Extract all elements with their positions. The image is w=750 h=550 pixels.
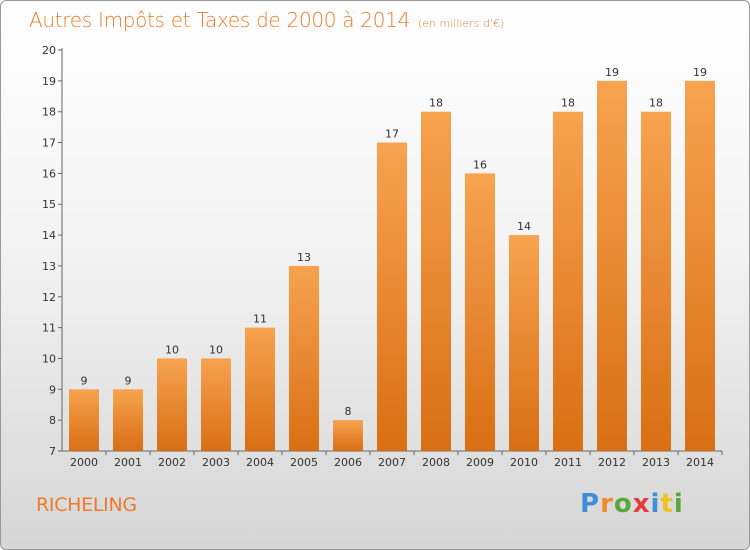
bar — [685, 80, 715, 451]
chart-title: Autres Impôts et Taxes de 2000 à 2014 (en… — [29, 8, 504, 32]
x-tick-label: 2004 — [246, 456, 274, 469]
data-label: 10 — [209, 343, 223, 356]
y-tick-label: 15 — [42, 198, 56, 211]
x-tick-label: 2001 — [114, 456, 142, 469]
bar — [421, 111, 451, 451]
data-label: 18 — [561, 97, 575, 110]
x-tick-label: 2012 — [598, 456, 626, 469]
logo-letter: t — [660, 489, 674, 519]
x-tick-label: 2013 — [642, 456, 670, 469]
data-label: 13 — [297, 251, 311, 264]
x-tick-label: 2006 — [334, 456, 362, 469]
bar — [333, 420, 363, 451]
x-tick-label: 2002 — [158, 456, 186, 469]
logo-letter: x — [632, 489, 651, 519]
y-tick-label: 9 — [49, 383, 56, 396]
logo-letter: P — [580, 489, 601, 519]
data-label: 11 — [253, 313, 267, 326]
y-tick-label: 7 — [49, 445, 56, 458]
bar — [201, 358, 231, 451]
data-label: 18 — [429, 97, 443, 110]
y-tick-label: 20 — [42, 44, 56, 57]
bar — [597, 80, 627, 451]
data-label: 18 — [649, 97, 663, 110]
bar — [113, 389, 143, 451]
y-tick-label: 19 — [42, 75, 56, 88]
x-tick-label: 2005 — [290, 456, 318, 469]
chart-title-text: Autres Impôts et Taxes de 2000 à 2014 — [29, 8, 410, 32]
logo-letter: o — [613, 489, 633, 519]
bar — [509, 235, 539, 451]
chart-unit-note: (en milliers d'€) — [418, 17, 505, 30]
bar — [245, 327, 275, 451]
y-tick-label: 11 — [42, 322, 56, 335]
x-tick-label: 2003 — [202, 456, 230, 469]
x-tick-label: 2011 — [554, 456, 582, 469]
data-label: 14 — [517, 220, 531, 233]
bar — [377, 142, 407, 452]
bar — [553, 111, 583, 451]
logo-letter: i — [650, 489, 661, 519]
x-tick-label: 2010 — [510, 456, 538, 469]
x-tick-label: 2014 — [686, 456, 714, 469]
location-name: RICHELING — [36, 494, 137, 516]
y-tick-label: 18 — [42, 106, 56, 119]
y-tick-label: 17 — [42, 137, 56, 150]
data-label: 9 — [81, 374, 88, 387]
y-tick-label: 10 — [42, 352, 56, 365]
data-label: 9 — [125, 374, 132, 387]
y-tick-label: 8 — [49, 414, 56, 427]
x-tick-label: 2007 — [378, 456, 406, 469]
y-tick-label: 16 — [42, 167, 56, 180]
y-tick-label: 12 — [42, 291, 56, 304]
data-label: 10 — [165, 343, 179, 356]
data-label: 16 — [473, 158, 487, 171]
data-label: 8 — [345, 405, 352, 418]
bar — [465, 173, 495, 451]
bar — [69, 389, 99, 451]
x-tick-label: 2000 — [70, 456, 98, 469]
bar — [641, 111, 671, 451]
logo-letter: r — [600, 489, 614, 519]
y-tick-label: 14 — [42, 229, 56, 242]
bar — [157, 358, 187, 451]
y-tick-label: 13 — [42, 260, 56, 273]
x-tick-label: 2008 — [422, 456, 450, 469]
proxiti-logo: Proxiti — [580, 489, 684, 519]
data-label: 19 — [605, 66, 619, 79]
bar — [289, 265, 319, 451]
logo-letter: i — [673, 489, 684, 519]
data-label: 17 — [385, 128, 399, 141]
x-tick-label: 2009 — [466, 456, 494, 469]
data-label: 19 — [693, 66, 707, 79]
